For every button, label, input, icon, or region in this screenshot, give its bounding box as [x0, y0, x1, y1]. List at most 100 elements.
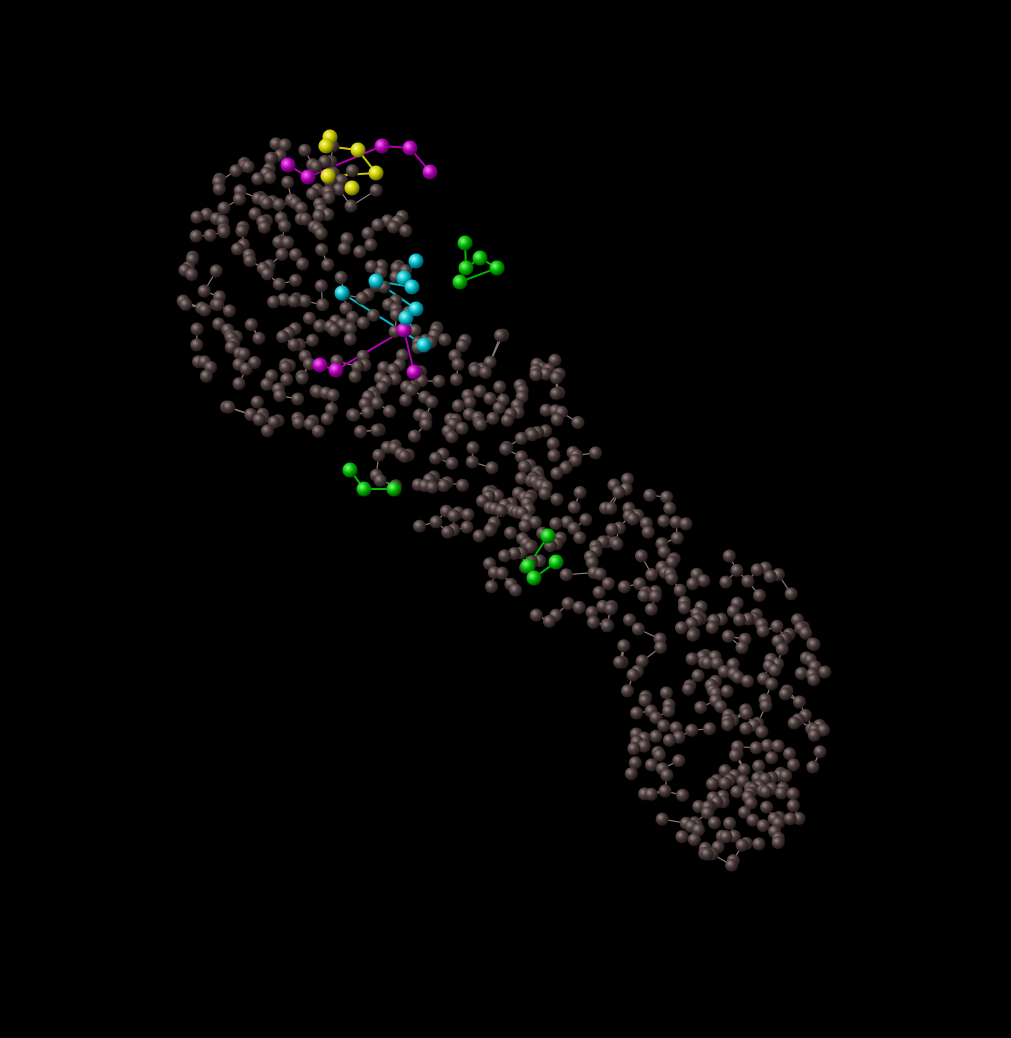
atom: [697, 574, 711, 588]
atom: [617, 639, 631, 653]
atom: [334, 271, 348, 284]
atom: [313, 319, 327, 333]
atom: [515, 471, 528, 485]
atom: [468, 363, 482, 377]
atom: [222, 400, 236, 414]
atom: [272, 198, 286, 212]
atom: [723, 816, 737, 830]
atom: [779, 769, 793, 783]
atom: [539, 367, 553, 381]
atom: [229, 164, 243, 178]
atom: [287, 294, 301, 308]
atom: [737, 763, 751, 777]
atom: [775, 642, 789, 656]
atom: [573, 486, 587, 499]
atom: [483, 523, 497, 537]
atom: [217, 201, 231, 215]
atom: [718, 776, 732, 790]
atom: [461, 508, 475, 522]
atom: [408, 301, 424, 317]
atom: [241, 160, 255, 174]
atom: [278, 219, 292, 233]
atom: [355, 291, 369, 305]
atom: [280, 157, 296, 173]
atom: [370, 396, 384, 410]
atom: [251, 172, 265, 186]
atom: [312, 209, 326, 223]
atom: [386, 481, 402, 497]
atom: [786, 787, 800, 801]
atom: [500, 413, 514, 427]
atom: [644, 602, 658, 616]
atom: [396, 322, 412, 338]
atom: [338, 242, 351, 255]
atom: [294, 201, 308, 215]
atom: [604, 602, 618, 616]
atom: [550, 466, 564, 480]
atom: [190, 210, 204, 224]
atom: [198, 303, 212, 317]
atom: [600, 619, 614, 633]
atom: [517, 460, 531, 474]
atom: [673, 583, 687, 597]
atom: [263, 170, 277, 184]
atom: [525, 428, 539, 442]
atom: [499, 442, 513, 456]
atom: [726, 657, 740, 671]
atom: [278, 138, 292, 152]
atom: [520, 558, 536, 574]
atom: [676, 788, 689, 802]
atom: [662, 733, 676, 747]
atom: [344, 322, 357, 336]
atom: [701, 656, 714, 670]
atom: [744, 796, 758, 810]
atom: [504, 526, 518, 540]
atom: [783, 812, 797, 826]
atom: [638, 693, 652, 707]
atom: [605, 523, 619, 536]
atom: [437, 479, 451, 493]
atom: [494, 504, 508, 518]
atom: [320, 412, 334, 426]
atom: [309, 159, 323, 173]
atom: [658, 784, 672, 798]
atom: [601, 577, 615, 591]
atom: [289, 248, 302, 262]
atom: [344, 180, 360, 196]
atom: [645, 568, 659, 582]
atom: [813, 745, 827, 759]
atom: [759, 785, 773, 799]
atom: [334, 285, 350, 301]
atom: [518, 519, 532, 533]
atom: [741, 674, 754, 688]
atom: [648, 589, 662, 603]
atom: [486, 411, 500, 425]
atom: [493, 380, 507, 394]
atom: [264, 151, 278, 165]
atom: [685, 723, 699, 737]
atom: [272, 277, 286, 291]
atom: [325, 402, 338, 416]
atom: [232, 377, 246, 391]
atom: [741, 574, 755, 588]
atom: [275, 247, 289, 261]
atom: [315, 243, 329, 257]
atom: [686, 577, 700, 591]
atom: [190, 322, 204, 336]
atom: [635, 654, 649, 668]
atom: [589, 446, 602, 460]
atom: [593, 567, 607, 581]
atom: [492, 401, 506, 415]
atom: [579, 513, 593, 527]
atom: [387, 220, 400, 234]
atom: [383, 404, 396, 418]
atom: [322, 191, 336, 205]
atom: [730, 785, 744, 799]
atom: [749, 741, 763, 755]
atom: [408, 429, 421, 443]
atom: [197, 284, 211, 298]
atom: [303, 311, 316, 325]
atom: [740, 706, 753, 720]
atom: [298, 294, 312, 308]
